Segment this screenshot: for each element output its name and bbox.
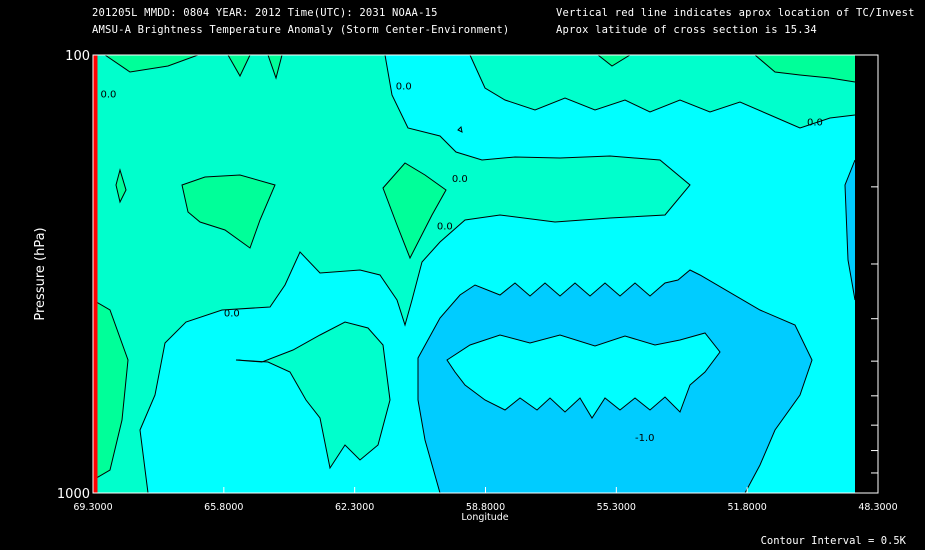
contour-line-zero-top-right <box>469 55 856 129</box>
header-run-info: 201205L MMDD: 0804 YEAR: 2012 Time(UTC):… <box>92 7 438 19</box>
contour-interval-note: Contour Interval = 0.5K <box>761 535 907 547</box>
contour-region-zero-lower <box>236 322 390 468</box>
x-tick-label: 62.3000 <box>335 502 374 513</box>
contour-fill-layer <box>93 55 878 493</box>
contour-label: 0.0 <box>396 82 412 93</box>
contour-line-positive-2 <box>382 162 447 260</box>
contour-region-positive-9 <box>598 55 630 66</box>
contour-line-negative-inner <box>446 332 721 419</box>
contour-line-zero-lower <box>235 321 391 470</box>
x-tick-label: 51.8000 <box>728 502 767 513</box>
contour-line-dot <box>457 125 463 133</box>
contour-region-positive-2 <box>383 163 446 258</box>
contour-region-positive-4 <box>93 300 128 480</box>
x-tick-label: 65.8000 <box>204 502 243 513</box>
contour-line-positive-8 <box>754 55 856 83</box>
contour-region-positive-6 <box>228 55 250 76</box>
contour-label: 0.0 <box>452 174 468 185</box>
x-tick-label: 58.8000 <box>466 502 505 513</box>
header-latitude-note: Aprox latitude of cross section is 15.34 <box>556 24 817 36</box>
x-tick-label: 69.3000 <box>73 502 112 513</box>
contour-region-zero-left <box>93 55 690 493</box>
contour-labels: 0.0 0.0 0.0 0.0 0.0 0.0 -1.0 <box>100 82 822 444</box>
header-storm-note: Vertical red line indicates aprox locati… <box>556 7 915 19</box>
y-axis-label: Pressure (hPa) <box>33 227 48 320</box>
header-product-title: AMSU-A Brightness Temperature Anomaly (S… <box>92 24 510 36</box>
contour-region-positive-5 <box>105 55 198 72</box>
no-data-strip <box>855 55 878 493</box>
contour-line-positive-7 <box>267 55 283 80</box>
contour-line-positive-9 <box>597 55 631 67</box>
contour-line-negative-edge <box>844 159 856 301</box>
contour-label: 0.0 <box>807 118 823 129</box>
y-tick-label: 1000 <box>57 487 90 502</box>
contour-line-zero-left <box>139 55 691 493</box>
y-tick-label: 100 <box>65 49 90 64</box>
x-axis-label: Longitude <box>461 512 508 523</box>
contour-line-positive-3 <box>115 168 127 204</box>
contour-label: 0.0 <box>224 308 240 319</box>
contour-line-negative-outer <box>417 269 813 493</box>
axes: 69.3000 65.8000 62.3000 58.8000 55.3000 51.80… <box>57 49 898 513</box>
contour-label: 0.0 <box>100 89 116 100</box>
contour-region-positive-7 <box>268 55 282 78</box>
contour-region-positive-8 <box>755 55 855 82</box>
contour-region-positive-1 <box>182 175 275 248</box>
contour-label: 0.0 <box>437 221 453 232</box>
contour-region-negative <box>418 270 812 493</box>
contour-line-positive-5 <box>104 55 199 73</box>
x-tick-label: 55.3000 <box>597 502 636 513</box>
x-tick-label: 48.3000 <box>858 502 897 513</box>
contour-label: -1.0 <box>635 433 655 444</box>
contour-line-positive-6 <box>227 55 251 78</box>
contour-region-negative-edge <box>845 160 855 300</box>
contour-line-positive-1 <box>181 174 276 249</box>
contour-lines <box>93 55 856 493</box>
contour-line-positive-4 <box>93 299 129 481</box>
